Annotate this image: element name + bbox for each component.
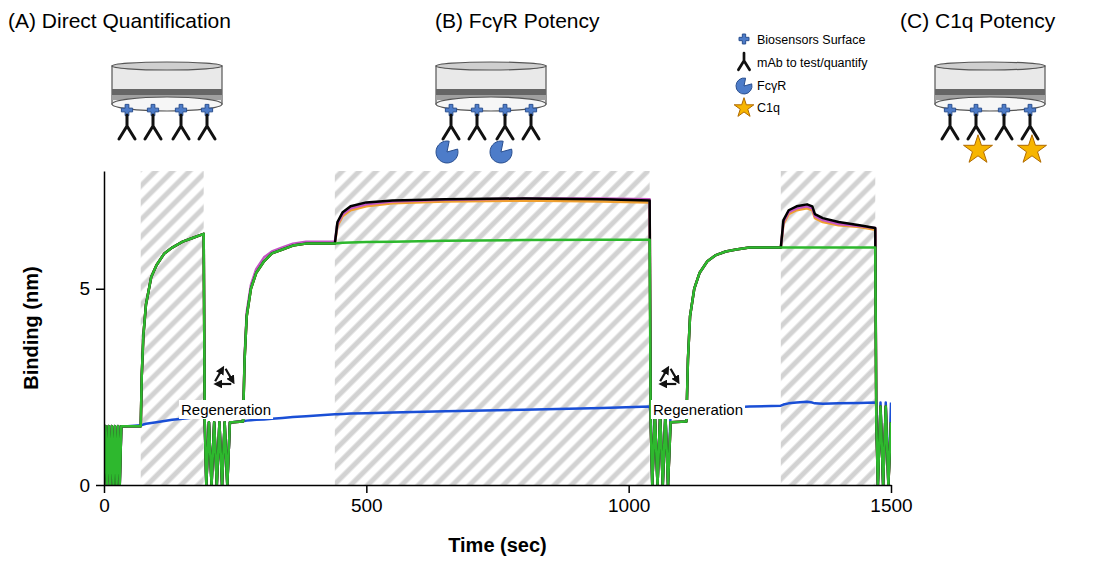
y-tick-label: 0 bbox=[79, 475, 90, 496]
x-tick: 500 bbox=[351, 485, 383, 516]
y-axis: 05 bbox=[79, 172, 104, 496]
annotation-background bbox=[651, 400, 745, 419]
x-tick-mark bbox=[366, 485, 368, 493]
annotation: Regeneration bbox=[179, 400, 273, 419]
x-tick-label: 500 bbox=[351, 495, 383, 516]
antibody bbox=[173, 115, 189, 139]
c1q bbox=[1018, 135, 1047, 163]
recycle-arrow bbox=[663, 383, 677, 385]
y-tick: 0 bbox=[79, 475, 104, 496]
shaded-phase bbox=[781, 171, 875, 485]
y-axis-line bbox=[104, 172, 106, 486]
x-tick: 0 bbox=[99, 485, 110, 516]
y-tick-mark bbox=[96, 485, 104, 487]
sensorgram-line bbox=[104, 198, 891, 485]
biosensor-band bbox=[112, 89, 222, 95]
antibody bbox=[1022, 115, 1038, 139]
biosensor-band bbox=[935, 89, 1045, 95]
c1q bbox=[734, 98, 754, 117]
biosensor-cartoon bbox=[436, 62, 546, 163]
x-axis: 0 500 1000 1500 bbox=[99, 485, 912, 516]
biosensor-top bbox=[112, 62, 222, 70]
c1q bbox=[964, 135, 993, 163]
y-tick: 5 bbox=[79, 278, 104, 299]
sensorgram-line bbox=[104, 198, 891, 485]
x-tick-label: 1000 bbox=[608, 495, 650, 516]
shaded-phase bbox=[335, 171, 650, 485]
chart-container: 05001000150005Time (sec)Binding (nm)Rege… bbox=[0, 0, 1102, 566]
icon-key-label: C1q bbox=[757, 101, 780, 115]
x-tick: 1500 bbox=[870, 485, 912, 516]
recycle-icon bbox=[215, 369, 232, 384]
recycle-arrow bbox=[218, 383, 232, 385]
y-tick-label: 5 bbox=[79, 278, 90, 299]
sensorgram-line bbox=[104, 234, 891, 485]
y-axis-title: Binding (nm) bbox=[20, 266, 42, 389]
recycle-arrow bbox=[215, 370, 222, 382]
biosensor-cartoon bbox=[935, 62, 1046, 162]
recycle-arrow bbox=[660, 370, 667, 382]
x-tick: 1000 bbox=[608, 485, 650, 516]
annotation-label: Regeneration bbox=[181, 401, 271, 418]
annotation-background bbox=[179, 400, 273, 419]
recycle-arrow bbox=[671, 369, 678, 381]
antibody bbox=[199, 115, 215, 139]
x-tick-label: 0 bbox=[99, 495, 110, 516]
icon-key-label: Biosensors Surface bbox=[757, 33, 865, 47]
x-axis-title: Time (sec) bbox=[448, 534, 547, 556]
antibody bbox=[469, 115, 485, 139]
plot-area bbox=[104, 171, 891, 485]
recycle-arrow bbox=[226, 369, 233, 381]
icon-key: Biosensors Surface mAb to test/quantify Fc… bbox=[734, 33, 868, 116]
biosensor-top bbox=[935, 62, 1045, 70]
chart-svg: 05001000150005Time (sec)Binding (nm)Rege… bbox=[0, 0, 1102, 566]
antibody bbox=[119, 115, 135, 139]
antibody bbox=[443, 115, 459, 139]
panel-title: (B) FcγR Potency bbox=[435, 9, 600, 32]
biosensor-top bbox=[436, 62, 546, 70]
x-tick-mark bbox=[628, 485, 630, 493]
shaded-phase bbox=[141, 171, 204, 485]
antibody bbox=[968, 115, 984, 139]
annotation-label: Regeneration bbox=[653, 401, 743, 418]
y-tick-mark bbox=[96, 289, 104, 291]
panel-title: (A) Direct Quantification bbox=[8, 9, 231, 32]
sensorgram-line bbox=[104, 200, 891, 485]
capture-molecule bbox=[739, 34, 749, 44]
antibody bbox=[738, 53, 749, 70]
antibody bbox=[497, 115, 513, 139]
fc-receptor bbox=[436, 141, 458, 163]
fc-receptor bbox=[490, 141, 512, 163]
fc-receptor bbox=[736, 78, 752, 94]
antibody bbox=[145, 115, 161, 139]
panel-title: (C) C1q Potency bbox=[900, 9, 1056, 32]
antibody bbox=[942, 115, 958, 139]
icon-key-label: mAb to test/quantify bbox=[757, 56, 868, 70]
icon-key-label: FcγR bbox=[757, 79, 786, 93]
x-tick-label: 1500 bbox=[870, 495, 912, 516]
recycle-icon bbox=[660, 369, 677, 384]
biosensor-band bbox=[436, 89, 546, 95]
x-tick-mark bbox=[891, 485, 893, 493]
antibody bbox=[523, 115, 539, 139]
biosensor-cartoon bbox=[112, 62, 222, 139]
x-axis-line bbox=[105, 485, 892, 487]
annotation: Regeneration bbox=[651, 400, 745, 419]
antibody bbox=[996, 115, 1012, 139]
